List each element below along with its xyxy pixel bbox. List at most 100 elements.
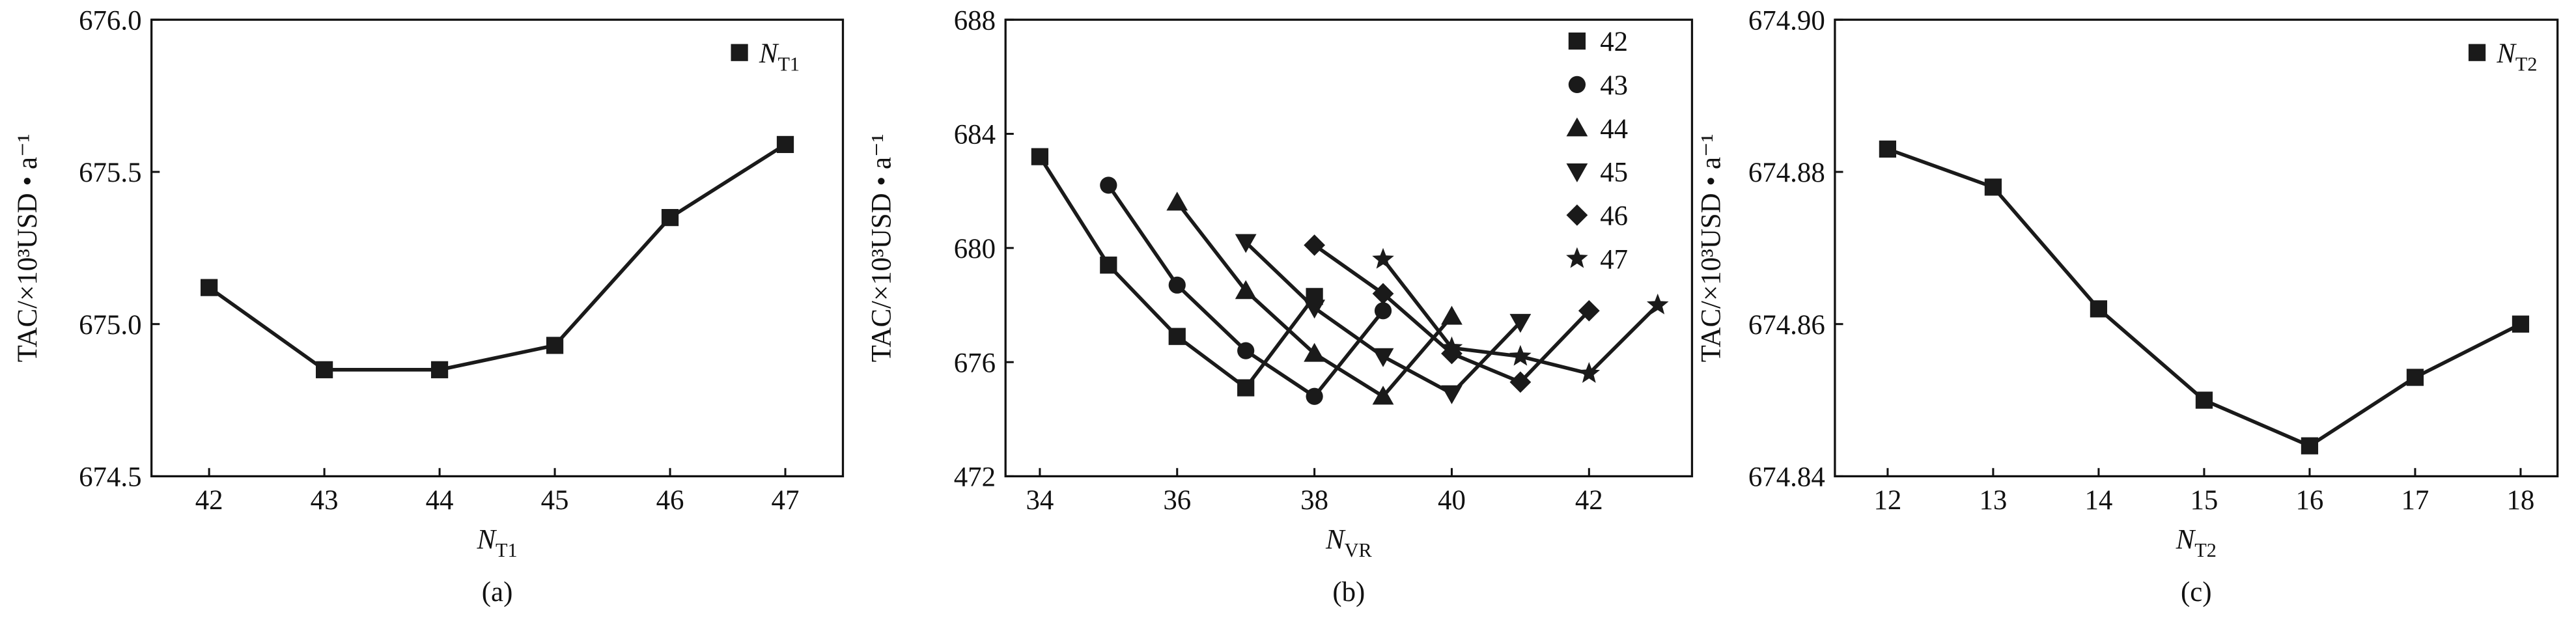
x-tick-label: 14 [2084, 485, 2112, 516]
data-point [1031, 148, 1049, 165]
data-point [1646, 293, 1669, 314]
data-point [1509, 344, 1532, 366]
legend-marker [1568, 32, 1586, 50]
series-line [208, 143, 787, 372]
y-tick-label: 684 [954, 120, 996, 150]
x-tick-label: 44 [426, 485, 454, 516]
data-point [315, 361, 333, 378]
data-point [1168, 328, 1186, 345]
y-tick-label: 472 [954, 462, 996, 493]
legend-marker [2468, 44, 2486, 61]
data-point [2406, 369, 2424, 386]
data-point [201, 279, 218, 296]
data-point [1372, 247, 1394, 269]
legend-label-sub: T2 [2515, 53, 2538, 75]
y-tick-label: 675.0 [79, 310, 141, 341]
data-point [1441, 305, 1463, 325]
data-point [661, 208, 679, 227]
legend-label: 47 [1600, 244, 1628, 275]
x-axis-label-main: N [1325, 524, 1346, 555]
data-point [1306, 387, 1323, 405]
x-axis-label-main: N [476, 524, 497, 555]
x-axis-label-sub: T1 [496, 539, 518, 561]
x-tick-label: 13 [1979, 485, 2007, 516]
data-point [1100, 176, 1117, 194]
x-tick-label: 34 [1026, 485, 1054, 516]
data-point [1509, 314, 1532, 333]
data-point [1374, 302, 1392, 320]
data-point [1578, 300, 1600, 322]
data-point [2195, 391, 2213, 409]
legend-label: 46 [1600, 201, 1628, 232]
data-point [1304, 300, 1326, 319]
x-tick-label: 15 [2190, 485, 2218, 516]
x-tick-label: 40 [1438, 485, 1466, 516]
data-point [1440, 336, 1463, 357]
y-tick-label: 676 [954, 348, 996, 378]
x-tick-label: 42 [195, 485, 223, 516]
data-point [1237, 342, 1255, 359]
legend-marker [1566, 204, 1588, 226]
legend-marker [731, 44, 748, 61]
data-point [1235, 234, 1257, 253]
y-tick-label: 680 [954, 234, 996, 264]
legend-label: NT1 [759, 38, 800, 76]
legend-label: 42 [1600, 27, 1628, 57]
x-tick-label: 38 [1300, 485, 1328, 516]
legend-marker [1566, 117, 1588, 137]
data-point [1166, 191, 1188, 211]
legend-label-main: N [759, 38, 779, 69]
data-point [2301, 437, 2319, 454]
data-point [1304, 234, 1326, 256]
x-axis-label-sub: T2 [2194, 539, 2217, 561]
data-point [1509, 371, 1532, 393]
data-point [1237, 379, 1255, 397]
data-point [1372, 348, 1394, 367]
data-point [776, 135, 794, 154]
x-tick-label: 12 [1873, 485, 1901, 516]
data-point [1578, 362, 1601, 383]
y-tick-label: 674.90 [1748, 5, 1825, 36]
data-point [1235, 280, 1257, 300]
x-axis-label: NVR [1325, 524, 1372, 561]
y-tick-label: 674.5 [79, 462, 141, 493]
legend-marker [1566, 163, 1588, 182]
x-tick-label: 16 [2296, 485, 2324, 516]
y-tick-label: 674.86 [1748, 310, 1825, 341]
series-line [1038, 156, 1316, 391]
x-tick-label: 17 [2401, 485, 2429, 516]
y-axis-label: TAC/×10³USD • a⁻¹ [1696, 133, 1726, 362]
caption: (c) [2181, 577, 2212, 608]
x-axis-label: NT2 [2176, 524, 2217, 561]
legend-label: NT2 [2496, 38, 2537, 76]
legend-label: 44 [1600, 114, 1628, 145]
y-tick-label: 674.84 [1748, 462, 1825, 493]
data-point [2090, 300, 2108, 318]
data-point [546, 337, 564, 354]
y-tick-label: 674.88 [1748, 158, 1825, 188]
caption: (b) [1332, 577, 1365, 608]
x-axis-label: NT1 [476, 524, 517, 561]
x-tick-label: 47 [772, 485, 800, 516]
data-point [1304, 342, 1326, 362]
plot-frame [1004, 18, 1694, 478]
y-tick-label: 675.5 [79, 158, 141, 188]
legend-label: 43 [1600, 70, 1628, 101]
legend-marker [1568, 76, 1586, 94]
caption: (a) [482, 577, 513, 608]
x-tick-label: 36 [1163, 485, 1191, 516]
data-point [1441, 385, 1463, 404]
legend-marker [1566, 247, 1588, 268]
legend-label-sub: T1 [777, 53, 800, 75]
data-point [1879, 140, 1897, 158]
y-tick-label: 688 [954, 5, 996, 36]
data-point [1372, 385, 1394, 405]
x-tick-label: 43 [311, 485, 339, 516]
data-point [1168, 276, 1186, 294]
y-axis-label: TAC/×10³USD • a⁻¹ [867, 133, 897, 362]
x-axis-label-main: N [2176, 524, 2196, 555]
x-tick-label: 18 [2507, 485, 2535, 516]
data-point [1100, 257, 1117, 274]
x-axis-label-sub: VR [1345, 539, 1373, 561]
